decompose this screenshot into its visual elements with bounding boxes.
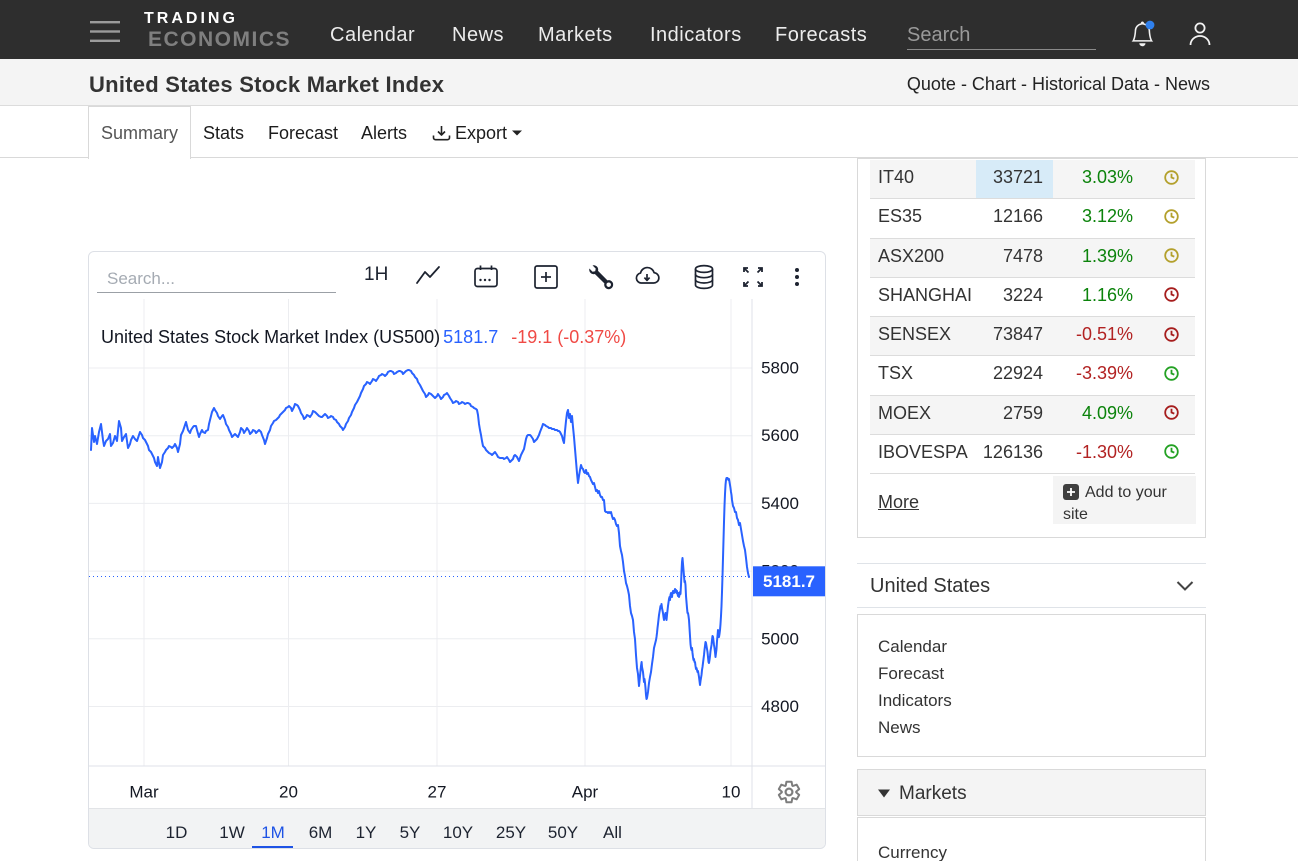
svg-text:5600: 5600: [761, 426, 799, 445]
svg-text:5000: 5000: [761, 629, 799, 648]
svg-text:5400: 5400: [761, 494, 799, 513]
svg-text:10: 10: [722, 783, 741, 802]
svg-text:20: 20: [279, 783, 298, 802]
svg-text:27: 27: [428, 783, 447, 802]
svg-text:Apr: Apr: [572, 783, 599, 802]
svg-text:5800: 5800: [761, 359, 799, 378]
svg-text:Mar: Mar: [129, 783, 159, 802]
svg-text:5181.7: 5181.7: [763, 572, 815, 591]
svg-text:4800: 4800: [761, 697, 799, 716]
